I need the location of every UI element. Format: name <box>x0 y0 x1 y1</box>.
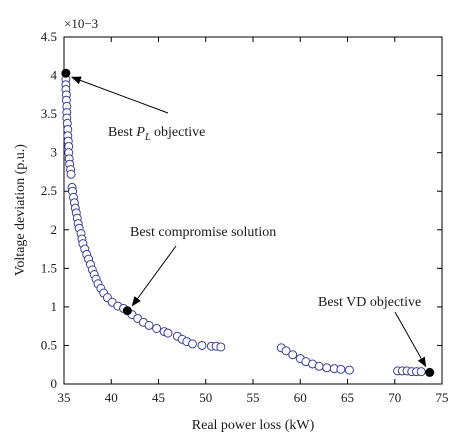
y-tick-label: 4.5 <box>41 29 57 44</box>
compromise-arrow <box>131 245 177 307</box>
x-tick-label: 60 <box>294 390 307 405</box>
pareto-point <box>314 361 324 371</box>
pareto-point <box>344 365 354 375</box>
x-tick-label: 45 <box>152 390 165 405</box>
best-pl-arrow <box>70 76 169 114</box>
pareto-point <box>288 350 298 360</box>
x-tick-label: 70 <box>388 390 401 405</box>
pareto-point <box>197 340 207 350</box>
x-tick-label: 40 <box>105 390 118 405</box>
x-tick-label: 55 <box>247 390 260 405</box>
highlighted-point <box>122 306 132 316</box>
y-tick-label: 3 <box>51 145 58 160</box>
highlighted-point <box>425 367 435 377</box>
pareto-point <box>66 169 76 179</box>
y-axis-multiplier: ×10−3 <box>64 16 98 31</box>
y-axis-ticks: 0 0.5 1 1.5 2 2.5 3 3.5 4 4.5 <box>41 29 442 391</box>
pareto-point <box>322 363 332 373</box>
pareto-point <box>216 342 226 352</box>
plot-area-frame <box>63 36 443 385</box>
x-tick-label: 35 <box>58 390 71 405</box>
pareto-point <box>416 367 426 377</box>
y-axis-label: Voltage deviation (p.u.) <box>13 144 28 276</box>
best-vd-annotation: Best VD objective <box>318 295 421 310</box>
pareto-point <box>281 346 291 356</box>
y-tick-label: 3.5 <box>41 106 57 121</box>
best-pl-symbol: P <box>135 125 145 140</box>
y-tick-label: 2.5 <box>41 183 57 198</box>
y-tick-label: 1.5 <box>41 260 57 275</box>
y-tick-label: 2 <box>51 222 58 237</box>
pareto-points <box>61 74 426 377</box>
pareto-point <box>336 364 346 374</box>
x-tick-label: 65 <box>341 390 354 405</box>
x-axis-ticks: 35 40 45 50 55 60 65 70 75 <box>58 37 449 405</box>
pareto-point <box>152 323 162 333</box>
x-axis-label: Real power loss (kW) <box>192 418 315 433</box>
y-tick-label: 4 <box>51 68 58 83</box>
best-pl-annotation: Best PL objective <box>108 125 205 143</box>
highlighted-point <box>61 68 71 78</box>
highlighted-points <box>61 68 435 377</box>
y-tick-label: 0.5 <box>41 337 57 352</box>
best-pl-prefix: Best <box>108 125 136 140</box>
x-tick-label: 50 <box>199 390 212 405</box>
pareto-point <box>144 320 154 330</box>
pareto-point <box>188 339 198 349</box>
best-pl-suffix: objective <box>151 125 206 140</box>
y-tick-label: 0 <box>51 376 58 391</box>
x-tick-label: 75 <box>436 390 449 405</box>
pareto-point <box>163 328 173 338</box>
compromise-annotation: Best compromise solution <box>130 225 276 240</box>
y-tick-label: 1 <box>51 299 58 314</box>
best-vd-arrow <box>394 311 427 368</box>
best-pl-subscript: L <box>144 132 151 143</box>
